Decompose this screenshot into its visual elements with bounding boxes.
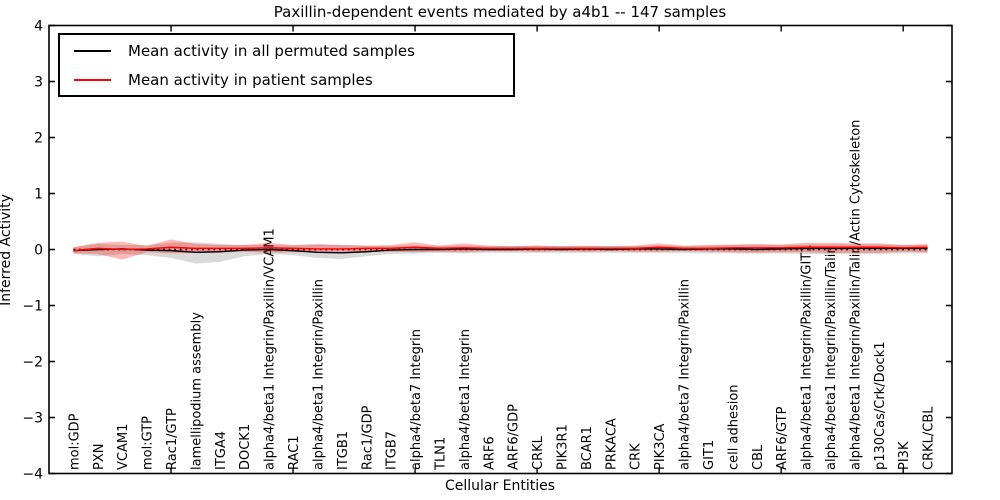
y-tick-label: 4 xyxy=(34,19,43,35)
x-tick-label: mol:GTP xyxy=(141,416,156,470)
x-tick-label: ARF6/GDP xyxy=(507,404,522,470)
legend-label-patient: Mean activity in patient samples xyxy=(128,70,373,89)
y-tick-label: −2 xyxy=(22,355,43,371)
x-tick-label: alpha4/beta7 Integrin/Paxillin xyxy=(678,279,693,470)
x-tick-label: PRKACA xyxy=(604,418,619,470)
x-tick-label: DOCK1 xyxy=(238,424,253,470)
x-tick-label: PIK3CA xyxy=(653,423,668,470)
y-tick-label: −3 xyxy=(22,411,43,427)
tick-marks xyxy=(49,24,952,475)
y-axis-label: Inferred Activity xyxy=(0,194,14,306)
y-tick-label: 1 xyxy=(34,187,43,203)
x-tick-label: PI3K xyxy=(897,441,912,470)
x-tick-label: alpha4/beta1 Integrin/Paxillin/Talin xyxy=(824,245,839,470)
x-tick-label: CBL xyxy=(751,444,766,470)
permuted-line-swatch xyxy=(74,49,111,52)
legend-item-patient: Mean activity in patient samples xyxy=(60,65,513,94)
y-tick-label: 3 xyxy=(34,75,43,91)
x-tick-label: CRKL/CBL xyxy=(922,406,937,470)
x-tick-label: TLN1 xyxy=(433,437,448,471)
x-tick-label: PIK3R1 xyxy=(556,424,571,470)
x-tick-label: BCAR1 xyxy=(580,426,595,470)
x-tick-label: alpha4/beta1 Integrin/Paxillin/Talin/Act… xyxy=(848,120,863,470)
x-tick-label: PXN xyxy=(92,444,107,470)
legend-label-permuted: Mean activity in all permuted samples xyxy=(128,41,415,60)
x-tick-label: alpha4/beta1 Integrin/Paxillin/VCAM1 xyxy=(263,228,278,470)
x-tick-label: ITGB1 xyxy=(336,431,351,470)
x-axis-label: Cellular Entities xyxy=(444,478,556,494)
x-tick-label: ITGB7 xyxy=(385,431,400,470)
y-tick-label: −1 xyxy=(22,299,43,315)
x-tick-label: CRK xyxy=(629,443,644,470)
x-tick-label: ARF6 xyxy=(482,436,497,470)
y-tick-label: 0 xyxy=(34,243,43,259)
mean-line-series-1 xyxy=(73,246,928,252)
x-tick-label: alpha4/beta1 Integrin/Paxillin xyxy=(311,279,326,470)
x-tick-label: alpha4/beta7 Integrin xyxy=(409,329,424,470)
x-tick-label: CRKL xyxy=(531,435,546,470)
x-tick-label: RAC1 xyxy=(287,435,302,470)
x-tick-label: lamellipodium assembly xyxy=(189,312,204,470)
x-tick-label: alpha4/beta1 Integrin xyxy=(458,329,473,470)
x-tick-label: Rac1/GDP xyxy=(360,405,375,470)
x-tick-label: alpha4/beta1 Integrin/Paxillin/GIT1 xyxy=(800,244,815,470)
x-tick-label: ARF6/GTP xyxy=(775,406,790,470)
mean-line-series-0 xyxy=(73,247,928,254)
legend: Mean activity in all permuted samples Me… xyxy=(58,33,515,97)
y-tick-label: 2 xyxy=(34,131,43,147)
x-tick-label: ITGA4 xyxy=(214,431,229,470)
y-tick-label: −4 xyxy=(22,467,43,483)
x-tick-label: cell adhesion xyxy=(726,384,741,470)
x-tick-label: p130Cas/Crk/Dock1 xyxy=(873,341,888,470)
x-tick-label: mol:GDP xyxy=(67,413,82,470)
legend-item-permuted: Mean activity in all permuted samples xyxy=(60,36,513,65)
x-tick-label: GIT1 xyxy=(702,440,717,470)
x-tick-label: Rac1/GTP xyxy=(165,408,180,470)
patient-line-swatch xyxy=(74,78,111,81)
x-tick-label: VCAM1 xyxy=(116,424,131,470)
chart-title: Paxillin-dependent events mediated by a4… xyxy=(273,3,727,21)
